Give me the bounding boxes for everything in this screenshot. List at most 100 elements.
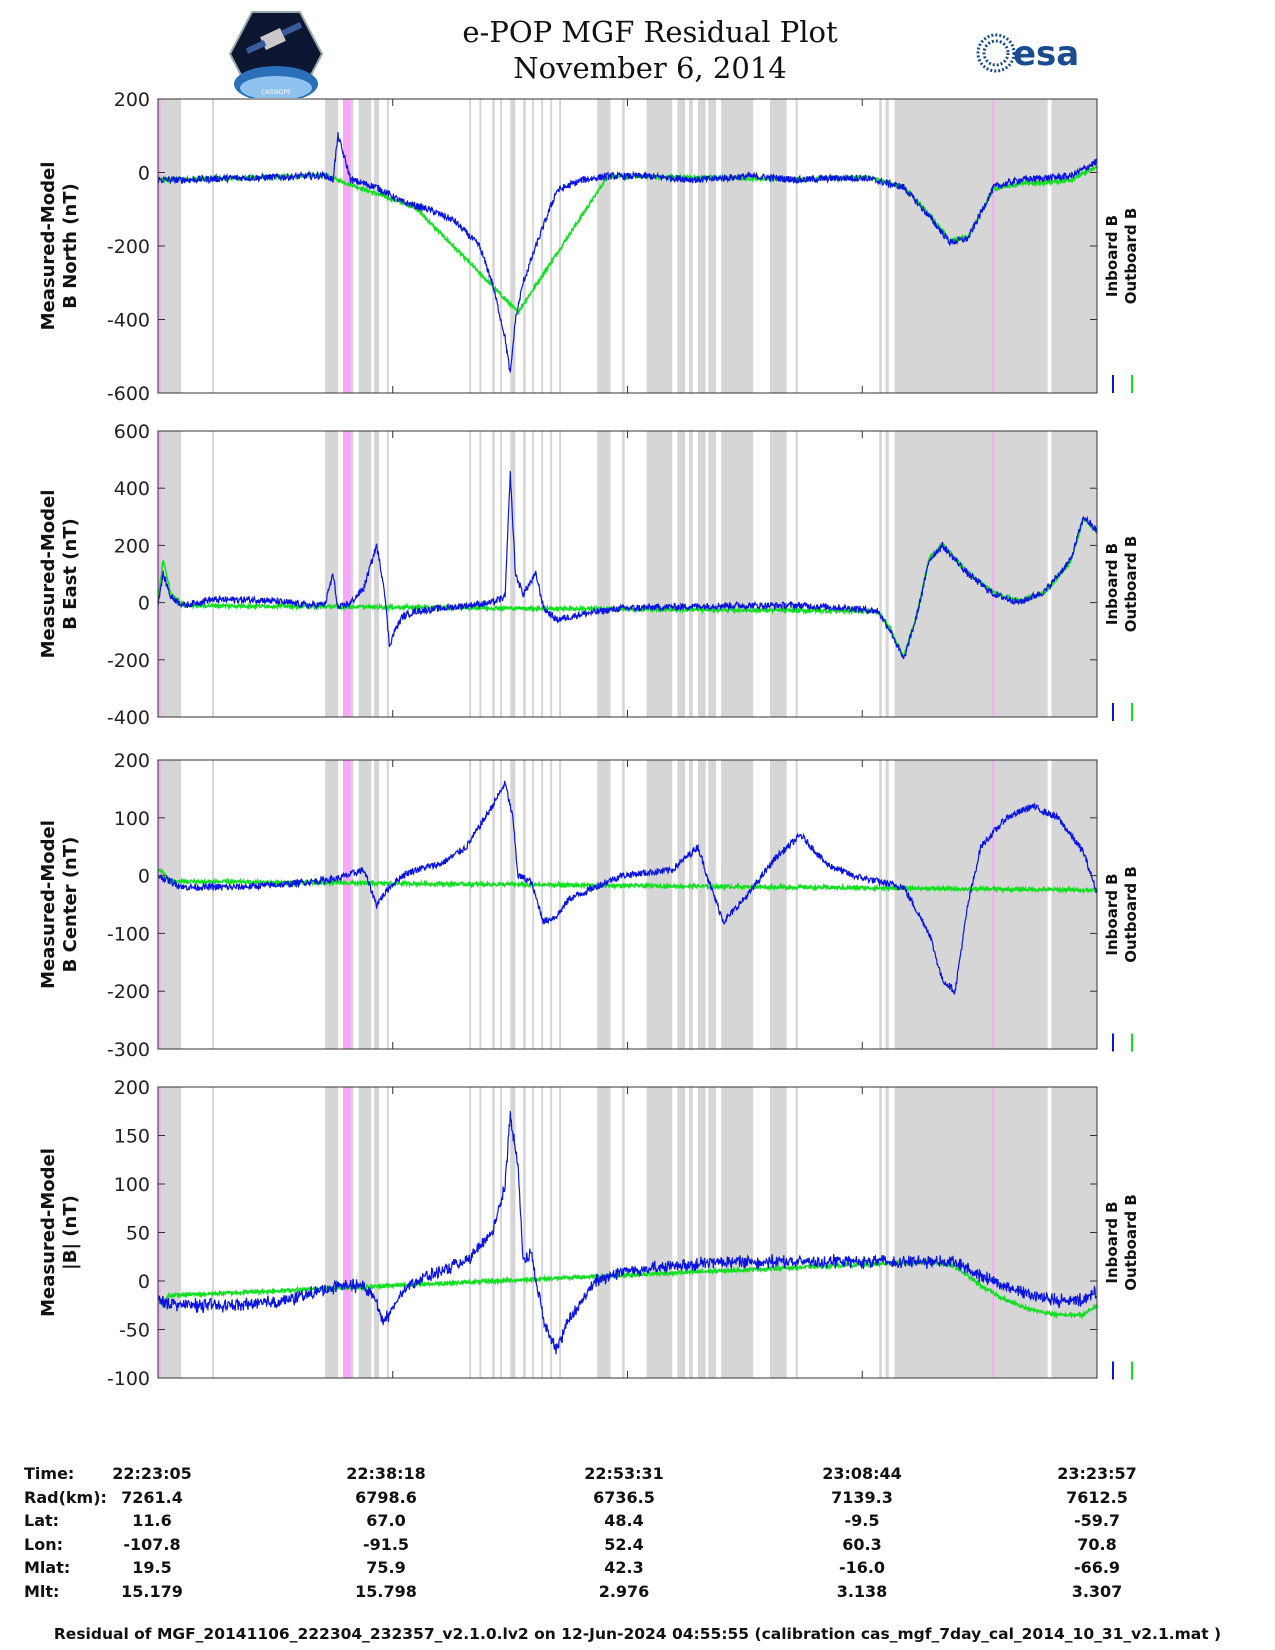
y-tick-label: 150: [114, 1126, 150, 1148]
data-gap-band: [721, 760, 754, 1049]
data-gap-band: [523, 431, 526, 717]
info-value: -91.5: [362, 1534, 410, 1554]
info-value: 2.976: [598, 1581, 650, 1601]
y-tick-label: 0: [138, 163, 150, 185]
inboard-series-line: [157, 780, 1098, 996]
y-tick-label: 200: [114, 89, 150, 111]
y-axis-label: Measured-ModelB East (nT): [38, 490, 81, 659]
data-gap-band: [510, 431, 516, 717]
info-row: Mlt: 15.179 15.798 2.976 3.138 3.307: [0, 1582, 1275, 1606]
y-axis-label-line: B East (nT): [60, 518, 81, 630]
y-tick-label: 200: [114, 1077, 150, 1099]
info-value: 75.9: [366, 1558, 406, 1577]
data-gap-band: [597, 760, 611, 1049]
data-gap-band: [479, 431, 482, 717]
data-gap-band: [622, 99, 625, 393]
info-value: 11.6: [132, 1511, 172, 1530]
data-gap-band: [550, 99, 553, 393]
data-gap-band: [795, 760, 798, 1049]
data-gap-band: [492, 99, 495, 393]
info-value: 70.8: [1077, 1534, 1117, 1554]
data-gap-band: [492, 431, 495, 717]
info-value: -59.7: [1073, 1511, 1121, 1530]
data-gap-band: [697, 760, 706, 1049]
data-gap-band: [469, 760, 472, 1049]
footer-caption: Residual of MGF_20141106_222304_232357_v…: [53, 1625, 1222, 1643]
data-gap-band: [211, 431, 214, 717]
data-gap-band: [597, 431, 611, 717]
data-gap-band: [708, 1087, 716, 1378]
data-gap-band: [622, 431, 625, 717]
data-gap-band: [532, 99, 535, 393]
y-tick-label: -100: [107, 923, 150, 945]
y-tick-label: -600: [107, 383, 150, 405]
esa-logo-text: esa: [1013, 34, 1079, 74]
legend-outboard-label: Outboard B: [1122, 1194, 1140, 1291]
y-axis-label: Measured-ModelB North (nT): [38, 162, 81, 331]
legend-outboard-label: Outboard B: [1122, 866, 1140, 963]
data-gap-band: [708, 760, 716, 1049]
data-gap-band: [325, 760, 338, 1049]
info-value: -16.0: [838, 1558, 886, 1577]
inboard-series-line: [157, 471, 1098, 660]
data-gap-band: [879, 1087, 882, 1378]
info-value: 3.307: [1071, 1581, 1123, 1601]
info-value: 19.5: [132, 1558, 172, 1577]
data-gap-band: [677, 760, 686, 1049]
data-gap-band: [469, 1087, 472, 1378]
data-gap-band: [697, 431, 706, 717]
data-gap-band: [469, 431, 472, 717]
data-gap-band: [885, 99, 889, 393]
info-row-label: Lon:: [24, 1534, 63, 1554]
data-gap-band: [532, 760, 535, 1049]
chart-title: e-POP MGF Residual Plot November 6, 2014: [380, 14, 920, 86]
info-row: Rad(km): 7261.4 6798.6 6736.5 7139.3 7612.5: [0, 1488, 1275, 1512]
data-gap-band: [499, 99, 502, 393]
data-gap-band: [769, 760, 787, 1049]
y-axis-label: Measured-ModelB Center (nT): [38, 820, 81, 989]
data-gap-band: [646, 1087, 673, 1378]
data-gap-band: [677, 1087, 686, 1378]
data-gap-band: [646, 760, 673, 1049]
info-row-label: Mlat:: [24, 1558, 71, 1577]
data-gap-band: [358, 1087, 372, 1378]
data-gap-band: [499, 760, 502, 1049]
data-gap-band: [885, 431, 889, 717]
panel-2: 600 400 200 0 -200 -400 Measured-ModelB East (…: [38, 421, 1140, 729]
y-tick-label: 200: [114, 750, 150, 772]
info-value: 60.3: [842, 1534, 882, 1554]
flag-band: [158, 760, 161, 1049]
data-gap-band: [879, 99, 882, 393]
data-gap-band: [386, 99, 389, 393]
data-gap-band: [541, 431, 544, 717]
flag-band: [343, 99, 351, 393]
data-gap-band: [559, 1087, 562, 1378]
info-value: 23:08:44: [822, 1464, 902, 1483]
info-value: 15.798: [355, 1581, 417, 1601]
panel-1: 200 0 -200 -400 -600 Measured-ModelB North (n…: [38, 89, 1140, 405]
data-gap-band: [1051, 99, 1097, 393]
data-gap-band: [499, 431, 502, 717]
data-gap-band: [358, 431, 372, 717]
data-gap-band: [158, 760, 182, 1049]
data-gap-band: [688, 99, 693, 393]
flag-band: [343, 431, 351, 717]
legend: Inboard BOutboard B: [1103, 536, 1140, 633]
y-axis-label-line: |B| (nT): [60, 1195, 81, 1270]
legend: Inboard BOutboard B: [1103, 208, 1140, 305]
flag-band: [992, 431, 995, 717]
data-gap-band: [541, 99, 544, 393]
data-gap-band: [885, 1087, 889, 1378]
info-value: 52.4: [604, 1534, 644, 1554]
info-value: 3.138: [836, 1581, 888, 1601]
info-row-label: Rad(km):: [24, 1487, 107, 1507]
data-gap-band: [708, 431, 716, 717]
data-gap-band: [1051, 760, 1097, 1049]
y-axis-label-line: B Center (nT): [60, 837, 81, 973]
panel-4: 200 150 100 50 0 -50 -100 Measured-Model|B| (nT…: [38, 1077, 1140, 1390]
data-gap-band: [532, 1087, 535, 1378]
logo-text: CASSIOPE: [261, 89, 291, 96]
y-axis-label-line: Measured-Model: [38, 490, 59, 659]
info-value: 22:23:05: [112, 1464, 192, 1483]
inboard-series-line: [157, 132, 1098, 373]
